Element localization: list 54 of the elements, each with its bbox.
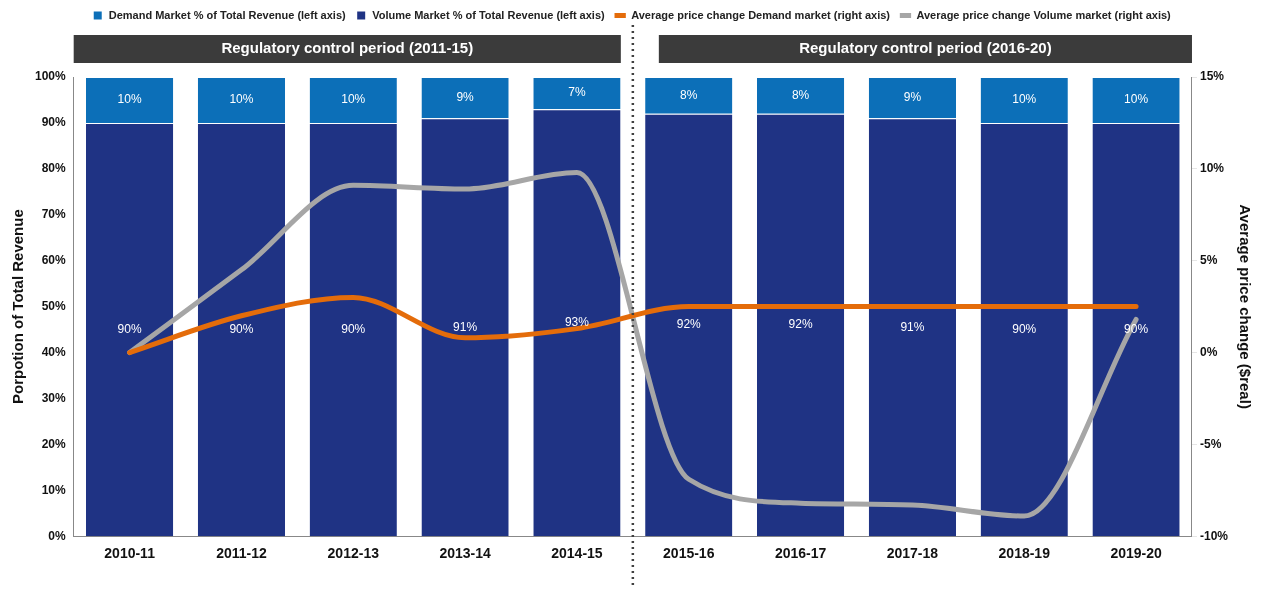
data-label: 90% [117,321,142,336]
y-tick-label: 20% [41,436,67,451]
y2-tick-label: -5% [1199,436,1222,451]
data-label: 10% [341,92,366,107]
text: Regulatory control period (2011-15) [221,39,474,57]
data-label: 10% [229,92,254,107]
x-tick-label: 2011-12 [216,545,267,562]
y-axis-title: Porpotion of Total Revenue [9,209,27,404]
x-tick-label: 2015-16 [663,545,715,562]
x-tick-label: 2018-19 [998,545,1051,562]
y-tick-label: 40% [41,344,67,359]
data-label: 9% [903,89,922,104]
data-label: 10% [117,92,142,107]
y2-tick-label: 10% [1199,161,1225,176]
data-label: 90% [229,321,254,336]
data-label: 90% [1012,321,1037,336]
y2-tick-label: 15% [1199,69,1225,84]
y-tick-label: 60% [41,252,67,267]
y-tick-label: 100% [34,69,67,84]
data-label: 8% [680,87,698,102]
data-label: 7% [568,85,586,100]
y2-tick-label: 5% [1199,252,1218,267]
x-tick-label: 2019-20 [1110,545,1162,562]
data-label: 8% [791,87,810,102]
text: Regulatory control period (2016-20) [799,39,1052,57]
y-tick-label: 10% [41,482,67,497]
legend-label: Demand Market % of Total Revenue (left axis) [108,8,347,21]
x-tick-label: 2016-17 [774,545,827,562]
y-tick-label: 50% [41,298,67,313]
y2-tick-label: 0% [1199,344,1218,359]
x-tick-label: 2010-11 [104,545,156,562]
data-label: 91% [900,319,925,334]
x-tick-label: 2014-15 [551,545,603,562]
data-label: 92% [788,317,813,332]
data-label: 91% [453,319,478,334]
data-label: 92% [676,317,702,332]
x-tick-label: 2013-14 [439,545,491,562]
y-tick-label: 90% [41,115,67,130]
x-tick-label: 2017-18 [886,545,939,562]
y-tick-label: 80% [41,161,67,176]
data-label: 10% [1124,92,1149,107]
x-tick-label: 2012-13 [327,545,380,562]
data-label: 9% [456,89,475,104]
data-label: 93% [564,314,590,329]
legend-label: Average price change Volume market (right axis) [916,8,1172,21]
data-label: 10% [1012,92,1037,107]
data-label: 90% [341,321,366,336]
y-tick-label: 0% [48,528,67,543]
y2-tick-label: -10% [1199,528,1229,543]
legend-label: Average price change Demand market (right axis) [631,8,891,21]
y2-axis-title: Average price change ($real) [1236,204,1254,409]
y-tick-label: 30% [41,390,67,405]
y-tick-label: 70% [41,207,67,222]
legend-label: Volume Market % of Total Revenue (left axis) [372,8,605,21]
